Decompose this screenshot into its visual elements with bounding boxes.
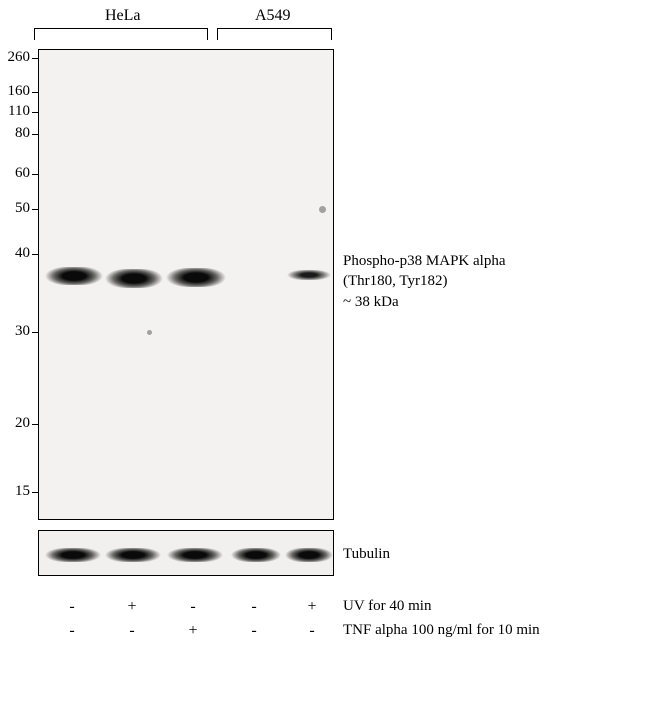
condition-symbol: - xyxy=(244,622,264,640)
condition-symbol: - xyxy=(302,622,322,640)
mw-label: 20 xyxy=(15,415,30,432)
condition-symbol: - xyxy=(62,622,82,640)
blot-speck xyxy=(319,206,326,213)
condition-symbol: - xyxy=(62,598,82,616)
mw-label: 60 xyxy=(15,165,30,182)
target-label-line3: ~ 38 kDa xyxy=(343,292,506,312)
condition-symbol: + xyxy=(183,622,203,640)
main-blot xyxy=(38,49,334,520)
cell-line-label-hela: HeLa xyxy=(105,7,141,25)
blot-band xyxy=(166,268,226,287)
mw-label: 50 xyxy=(15,200,30,217)
condition-symbol: - xyxy=(183,598,203,616)
loading-band xyxy=(231,548,281,562)
mw-label: 160 xyxy=(8,83,31,100)
blot-band xyxy=(105,269,163,288)
figure-container: HeLa A549 260 160 110 80 60 50 40 30 20 15 Phosph… xyxy=(0,0,650,718)
condition-symbol: - xyxy=(122,622,142,640)
loading-band xyxy=(167,548,223,562)
loading-control-label: Tubulin xyxy=(343,544,390,564)
loading-control-blot xyxy=(38,530,334,576)
mw-label: 30 xyxy=(15,323,30,340)
condition-symbol: + xyxy=(122,598,142,616)
blot-band xyxy=(287,270,331,280)
mw-label: 110 xyxy=(8,103,30,120)
blot-speck xyxy=(147,330,152,335)
target-label-line2: (Thr180, Tyr182) xyxy=(343,271,506,291)
mw-label: 80 xyxy=(15,125,30,142)
target-label-line1: Phospho-p38 MAPK alpha xyxy=(343,251,506,271)
condition-symbol: - xyxy=(244,598,264,616)
loading-band xyxy=(285,548,333,562)
mw-label: 260 xyxy=(8,49,31,66)
cell-line-label-a549: A549 xyxy=(255,7,291,25)
target-protein-label: Phospho-p38 MAPK alpha (Thr180, Tyr182) … xyxy=(343,251,506,312)
condition-symbol: + xyxy=(302,598,322,616)
mw-label: 40 xyxy=(15,245,30,262)
bracket-hela xyxy=(34,28,208,40)
blot-band xyxy=(45,267,103,285)
loading-band xyxy=(105,548,161,562)
loading-band xyxy=(45,548,101,562)
condition-label: UV for 40 min xyxy=(343,598,431,615)
mw-label: 15 xyxy=(15,483,30,500)
condition-label: TNF alpha 100 ng/ml for 10 min xyxy=(343,622,540,639)
bracket-a549 xyxy=(217,28,332,40)
